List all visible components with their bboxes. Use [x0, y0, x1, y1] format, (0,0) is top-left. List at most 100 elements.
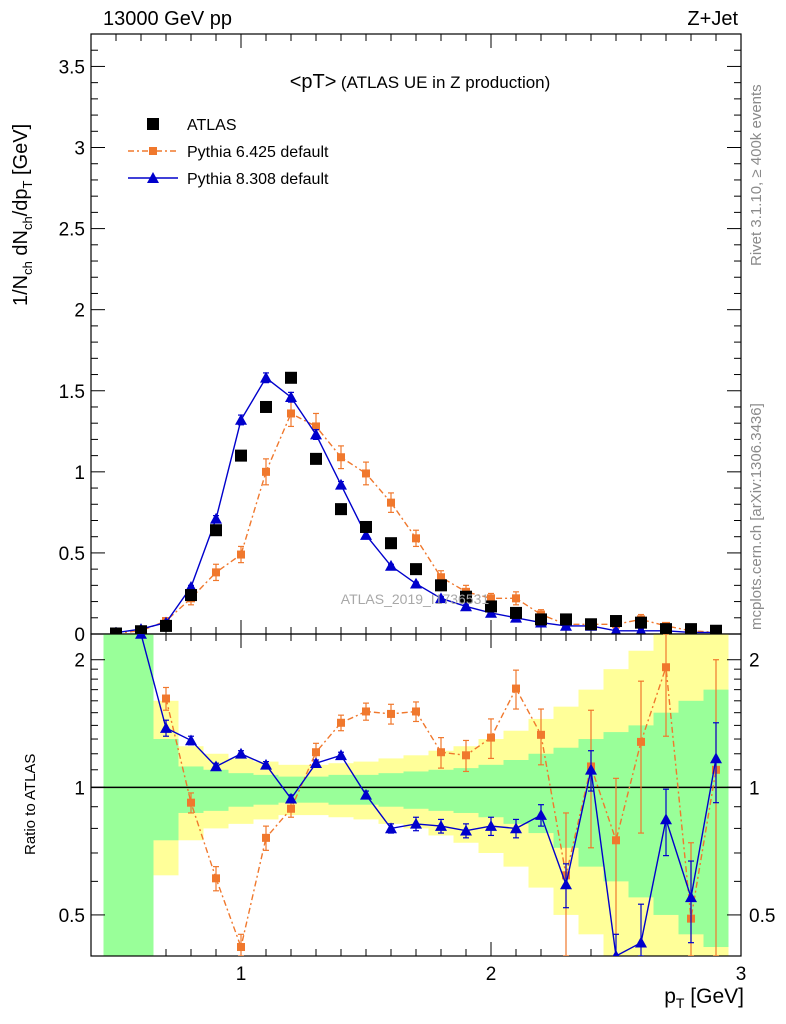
atlas-point [585, 618, 597, 631]
main-series-group [110, 371, 722, 634]
mcplots-label: mcplots.cern.ch [arXiv:1306.3436] [748, 403, 765, 630]
ratio-pythia8-point [135, 634, 147, 639]
ratio-pythia8-point [510, 822, 522, 834]
atlas-point [485, 600, 497, 613]
ratio-band-green [428, 769, 454, 811]
ratio-pythia6-point [362, 707, 370, 716]
y-tick-label: 2 [74, 301, 85, 322]
x-tick-label: 1 [236, 964, 247, 985]
ratio-pythia6-point [512, 684, 520, 693]
ratio-plot-frame [90, 633, 742, 957]
ratio-y-tick-label-right: 0.5 [749, 906, 775, 927]
ratio-pythia8-point [460, 824, 472, 836]
ratio-pythia8-point [560, 878, 572, 890]
ratio-pythia8-point [435, 820, 447, 831]
rivet-label: Rivet 3.1.10, ≥ 400k events [748, 84, 765, 266]
ratio-pythia8-point [160, 722, 172, 733]
main-plot-area: 0 0.5 1 1.5 2 2.5 3 3.5 [59, 33, 742, 956]
atlas-point [185, 589, 197, 602]
atlas-point [435, 579, 447, 592]
pythia8-point [310, 428, 322, 440]
y-tick-label: 1.5 [59, 382, 85, 403]
pythia8-point [210, 512, 222, 524]
ratio-pythia8-point [310, 757, 322, 769]
ratio-band-green [303, 776, 329, 803]
y-label-part: 1/N [10, 274, 32, 306]
ratio-pythia6-point [662, 663, 670, 672]
pythia6-point [362, 469, 370, 478]
pythia8-point [635, 624, 647, 634]
legend-label: Pythia 6.425 default [187, 144, 329, 161]
pythia6-point [437, 573, 445, 582]
pythia8-point [385, 559, 397, 571]
y-label-sub: ch [20, 216, 35, 231]
atlas-point [360, 520, 372, 533]
ratio-pythia8-point [710, 752, 722, 764]
ratio-band-green [203, 769, 229, 811]
ratio-pythia8-point [260, 758, 272, 770]
ratio-band-green [228, 773, 254, 807]
x-label-unit: [GeV] [684, 985, 744, 1008]
ratio-pythia6-point [287, 804, 295, 813]
ratio-pythia8-point [612, 950, 620, 956]
pythia6-point [262, 467, 270, 476]
pythia8-point [460, 600, 472, 612]
ratio-band-green [453, 768, 479, 813]
ratio-pythia8-point [585, 763, 597, 775]
atlas-point [260, 400, 272, 413]
atlas-point [660, 623, 672, 634]
y-axis-label: 1/Nch dNch/dpT [GeV] [10, 124, 35, 306]
ratio-y-tick-label-right: 2 [749, 651, 760, 672]
ratio-band-green [103, 634, 129, 956]
legend-label: ATLAS [187, 117, 237, 134]
pythia6-point [412, 534, 420, 543]
y-tick-label: 3 [74, 139, 85, 160]
y-tick-label: 1 [74, 463, 85, 484]
y-label-part: dN [10, 230, 32, 262]
ratio-pythia6-point [612, 836, 620, 845]
atlas-point [510, 606, 522, 619]
atlas-point [610, 615, 622, 628]
ratio-plot-area: 1 2 3 0.5 0.5 1 1 2 2 [59, 633, 775, 985]
pythia6-point [387, 498, 395, 507]
pythia6-point [237, 550, 245, 559]
ratio-pythia8-point [360, 788, 372, 800]
pythia6-point [287, 409, 295, 418]
atlas-point [110, 627, 122, 634]
atlas-point [560, 613, 572, 626]
pythia8-point [610, 624, 622, 634]
ratio-y-tick-label: 2 [74, 651, 85, 672]
atlas-point [635, 616, 647, 629]
ratio-y-axis-label: Ratio to ATLAS [22, 753, 39, 855]
y-label-unit: [GeV] [10, 123, 32, 181]
ratio-pythia6-point [487, 733, 495, 742]
ratio-pythia6-point [412, 707, 420, 716]
ratio-pythia8-point [485, 820, 497, 831]
atlas-point [710, 624, 722, 634]
atlas-point [135, 625, 147, 634]
ratio-pythia8-point [535, 809, 547, 820]
ratio-band-green [128, 634, 154, 956]
x-axis-label: pT [GeV] [664, 985, 744, 1011]
ratio-pythia6-point [187, 798, 195, 807]
ratio-pythia6-point [162, 694, 170, 703]
pythia8-point [185, 580, 197, 592]
ratio-pythia8-point [410, 817, 422, 829]
ratio-y-tick-label: 1 [74, 778, 85, 799]
ratio-pythia6-point [537, 730, 545, 739]
plot-title-main: <pT> [290, 71, 337, 93]
ratio-band-green [503, 760, 529, 824]
y-tick-label: 0.5 [59, 544, 85, 565]
y-label-sub: ch [20, 261, 35, 275]
atlas-point [160, 619, 172, 632]
ratio-y-tick-label-right: 1 [749, 778, 760, 799]
legend-marker [147, 118, 159, 130]
energy-label: 13000 GeV pp [103, 8, 232, 30]
ratio-pythia8-point [235, 747, 247, 759]
ratio-pythia6-point [262, 833, 270, 842]
y-tick-label: 0 [74, 625, 85, 646]
atlas-point [535, 613, 547, 626]
ratio-y-tick-label: 0.5 [59, 906, 85, 927]
ratio-pythia8-point [385, 822, 397, 834]
